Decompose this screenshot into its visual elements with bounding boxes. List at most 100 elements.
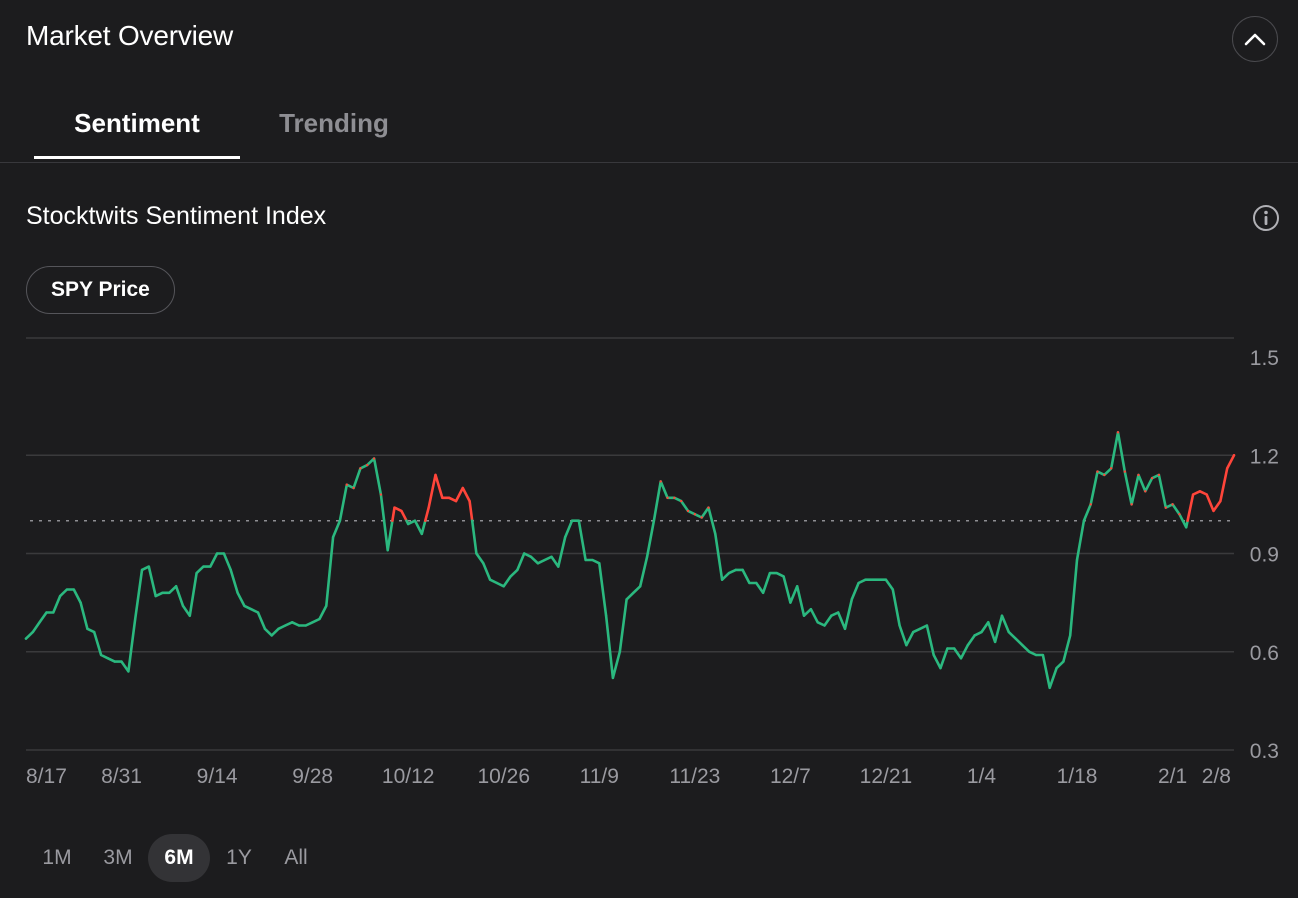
data-point: [406, 522, 410, 526]
data-point: [454, 499, 458, 503]
data-point: [304, 624, 308, 627]
data-point: [386, 549, 389, 552]
x-tick-label: 11/9: [580, 765, 619, 788]
data-point: [488, 578, 492, 581]
data-point: [993, 640, 997, 644]
data-point: [748, 581, 751, 585]
data-point: [918, 627, 922, 631]
data-point: [946, 647, 949, 650]
data-point: [734, 568, 737, 572]
data-point: [99, 653, 103, 657]
x-tick-label: 10/12: [382, 765, 435, 788]
x-tick-label: 11/23: [669, 765, 720, 788]
data-point: [891, 588, 894, 591]
data-point: [700, 516, 703, 519]
data-point: [591, 558, 594, 562]
data-point: [1000, 614, 1004, 617]
x-tick-label: 10/26: [477, 765, 530, 788]
range-6m[interactable]: 6M: [148, 834, 210, 882]
data-point: [1069, 634, 1072, 637]
data-point: [250, 607, 253, 611]
data-point: [168, 591, 171, 594]
x-tick-label: 12/21: [860, 765, 913, 788]
data-point: [188, 614, 191, 617]
data-point: [611, 676, 615, 680]
spy-price-toggle[interactable]: SPY Price: [26, 266, 175, 314]
y-tick-label: 0.3: [1250, 740, 1279, 763]
data-point: [529, 555, 533, 558]
data-point: [222, 552, 226, 555]
data-point: [1205, 493, 1208, 496]
data-point: [816, 621, 819, 624]
data-point: [393, 506, 396, 509]
data-point: [215, 552, 219, 555]
data-point: [925, 624, 929, 627]
data-point: [1021, 644, 1024, 647]
data-point: [857, 581, 860, 585]
data-point: [536, 562, 540, 565]
y-tick-label: 1.2: [1250, 445, 1279, 468]
data-point: [666, 496, 669, 500]
data-point: [1198, 490, 1202, 493]
data-point: [447, 496, 451, 500]
data-point: [1178, 513, 1181, 516]
data-point: [127, 670, 130, 673]
data-point: [673, 496, 676, 500]
data-point: [604, 614, 608, 617]
data-point: [1219, 499, 1222, 503]
data-point: [52, 611, 55, 614]
data-point: [1225, 467, 1229, 470]
data-point: [625, 598, 628, 601]
active-tab-indicator: [34, 156, 240, 159]
data-point: [1144, 490, 1147, 493]
data-point: [1137, 473, 1140, 477]
data-point: [741, 568, 744, 572]
data-point: [366, 463, 369, 467]
data-point: [502, 585, 505, 588]
y-tick-label: 0.6: [1250, 642, 1279, 665]
data-point: [420, 532, 424, 536]
data-point: [714, 532, 717, 536]
data-point: [884, 578, 888, 581]
range-3m[interactable]: 3M: [103, 846, 133, 869]
data-point: [1191, 493, 1195, 496]
range-1y[interactable]: 1Y: [226, 846, 252, 869]
data-point: [836, 611, 840, 614]
data-point: [1082, 519, 1086, 522]
data-point: [584, 558, 587, 562]
data-point: [973, 634, 976, 637]
data-point: [932, 653, 935, 657]
data-point: [195, 571, 198, 575]
range-1m[interactable]: 1M: [42, 846, 72, 869]
data-point: [796, 585, 799, 588]
data-point: [864, 578, 867, 581]
data-point: [147, 565, 151, 568]
tab-trending[interactable]: Trending: [279, 107, 389, 138]
data-point: [359, 467, 362, 470]
data-point: [209, 565, 212, 568]
data-point: [652, 519, 656, 522]
x-tick-label: 1/18: [1057, 765, 1098, 788]
range-all[interactable]: All: [284, 846, 308, 869]
data-point: [270, 634, 273, 637]
data-point: [86, 627, 89, 631]
data-point: [618, 650, 621, 653]
data-point: [58, 594, 62, 598]
data-point: [338, 519, 342, 522]
data-point: [1150, 476, 1154, 480]
tab-sentiment[interactable]: Sentiment: [74, 107, 200, 138]
info-icon[interactable]: [1252, 204, 1280, 232]
data-point: [202, 565, 205, 568]
data-point: [761, 591, 765, 594]
collapse-button[interactable]: [1232, 16, 1278, 62]
data-point: [475, 552, 478, 555]
data-point: [468, 499, 471, 503]
chevron-up-icon: [1244, 33, 1266, 46]
data-point: [720, 578, 724, 581]
section-title: Stocktwits Sentiment Index: [26, 202, 327, 230]
x-tick-label: 8/17: [26, 765, 67, 788]
sentiment-line-bearish: [24, 457, 386, 673]
data-point: [598, 562, 601, 565]
data-point: [802, 614, 806, 617]
data-point: [65, 588, 69, 591]
